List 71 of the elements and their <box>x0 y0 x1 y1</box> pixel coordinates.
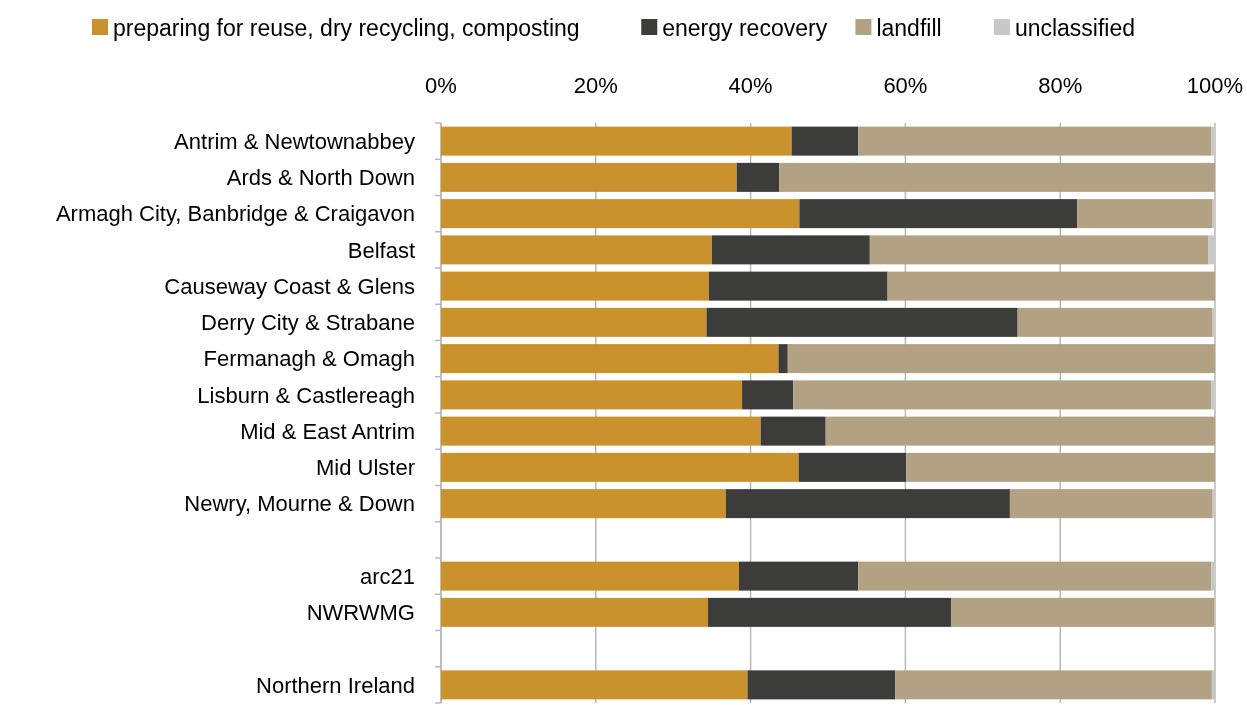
x-tick-label: 60% <box>883 73 928 98</box>
y-tick-label: NWRWMG <box>306 600 415 626</box>
bar <box>736 162 780 192</box>
y-tick-label: Newry, Mourne & Down <box>184 491 415 517</box>
bar <box>441 670 748 700</box>
y-tick-label: Belfast <box>347 237 415 263</box>
bar <box>441 489 726 519</box>
bar <box>742 380 794 410</box>
y-tick-label: Fermanagh & Omagh <box>203 346 415 372</box>
bar <box>887 271 1215 301</box>
y-tick-label: Ards & North Down <box>226 165 415 191</box>
bar <box>1009 489 1213 519</box>
bar <box>1211 670 1215 700</box>
bar <box>441 380 743 410</box>
x-tick-label: 20% <box>573 73 618 98</box>
bar <box>441 452 799 482</box>
bar <box>799 199 1078 229</box>
x-tick-label: 40% <box>728 73 773 98</box>
bar <box>869 235 1209 265</box>
bar <box>441 597 709 627</box>
bar <box>441 344 779 374</box>
y-tick-label: Causeway Coast & Glens <box>164 273 415 299</box>
legend-label: unclassified <box>1014 15 1136 42</box>
bar <box>441 416 761 446</box>
legend-label: energy recovery <box>662 15 828 42</box>
bar <box>441 162 737 192</box>
bar <box>906 452 1215 482</box>
bar <box>895 670 1212 700</box>
bar <box>858 126 1212 156</box>
bar <box>1211 380 1215 410</box>
bar <box>778 344 788 374</box>
bar <box>779 162 1215 192</box>
y-tick-label: Northern Ireland <box>256 672 415 698</box>
bar <box>441 235 712 265</box>
y-tick-label: Armagh City, Banbridge & Craigavon <box>55 201 415 227</box>
bar <box>760 416 826 446</box>
bar <box>441 561 739 591</box>
bar <box>793 380 1212 410</box>
bar <box>1211 561 1215 591</box>
bar <box>441 199 800 229</box>
bar <box>708 597 952 627</box>
y-tick-label: arc21 <box>359 563 415 589</box>
y-tick-label: Derry City & Strabane <box>201 310 415 336</box>
legend-label: landfill <box>876 15 942 42</box>
bar <box>1017 307 1213 337</box>
bar <box>441 126 792 156</box>
bar <box>725 489 1010 519</box>
bar <box>1211 126 1215 156</box>
bar <box>747 670 896 700</box>
bar <box>1208 235 1215 265</box>
bar <box>825 416 1215 446</box>
bar <box>1077 199 1213 229</box>
bar <box>798 452 907 482</box>
x-tick-label: 80% <box>1038 73 1083 98</box>
x-tick-label: 0% <box>425 73 457 98</box>
y-tick-label: Antrim & Newtownabbey <box>174 128 415 154</box>
bar <box>787 344 1215 374</box>
bar <box>706 307 1018 337</box>
bar <box>951 597 1215 627</box>
x-tick-label: 100% <box>1186 73 1244 98</box>
bar <box>791 126 859 156</box>
bar <box>738 561 859 591</box>
bar <box>441 271 709 301</box>
bar <box>858 561 1212 591</box>
bar <box>708 271 888 301</box>
legend-label: preparing for reuse, dry recycling, composting <box>113 15 580 42</box>
bar <box>711 235 870 265</box>
y-tick-label: Lisburn & Castlereagh <box>197 382 415 408</box>
bar <box>441 307 707 337</box>
y-tick-label: Mid & East Antrim <box>240 418 415 444</box>
y-tick-label: Mid Ulster <box>315 455 415 481</box>
